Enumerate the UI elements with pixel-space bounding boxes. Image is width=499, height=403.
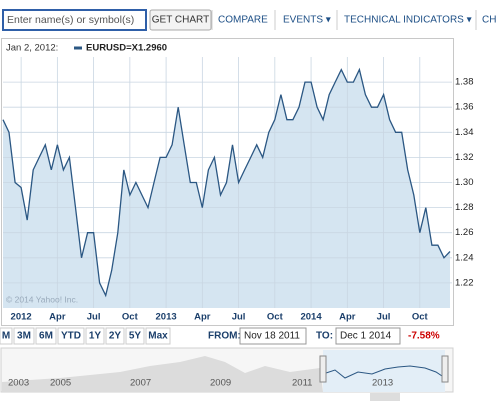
range-label: YTD [61,331,81,342]
x-tick-label: Oct [122,312,139,323]
scroll-grip[interactable] [370,393,400,401]
from-input[interactable] [239,327,307,345]
navigator-handle[interactable] [441,355,449,383]
menu-events[interactable]: EVENTS ▾ [283,15,331,26]
legend-swatch [74,46,82,50]
y-tick-label: 1.26 [455,227,474,238]
navigator-years: 2003 2005 2007 2009 2011 2013 [8,378,393,389]
navigator-window[interactable] [323,350,445,392]
range-button[interactable] [125,327,145,345]
x-tick-label: 2013 [156,312,177,323]
x-tick-label: Jul [377,312,391,323]
x-tick-label: 2014 [300,312,322,323]
y-tick-label: 1.34 [455,127,474,138]
y-tick-label: 1.30 [455,177,474,188]
y-tick-label: 1.32 [455,152,474,163]
from-label: FROM: [208,331,241,342]
menu-indicators[interactable]: TECHNICAL INDICATORS ▾ [344,15,472,26]
x-tick-label: Jul [232,312,246,323]
x-tick-label: Apr [194,312,211,323]
range-label: 3M [17,331,31,342]
navigator-year: 2011 [292,378,312,389]
range-label: 2Y [109,331,122,342]
navigator-year: 2007 [130,378,151,389]
get-chart-label: GET CHART [152,15,209,26]
range-button[interactable] [13,327,35,345]
to-input[interactable] [335,327,401,345]
search-box[interactable] [2,9,147,31]
menu-ch[interactable]: CH [482,15,496,26]
range-button[interactable] [145,327,171,345]
legend-bar [2,40,453,56]
area [3,69,450,308]
menu-compare[interactable]: COMPARE [218,15,268,26]
navigator-area [2,356,323,392]
range-button[interactable] [85,327,105,345]
range-button[interactable] [0,327,13,345]
range-button[interactable] [35,327,57,345]
get-chart-button[interactable] [149,9,212,31]
price-line [2,67,451,298]
copyright: © 2014 Yahoo! Inc. [6,294,78,304]
x-tick-label: Apr [339,312,356,323]
range-label: Max [148,331,168,342]
navigator-year: 2003 [8,378,29,389]
x-tick-label: Oct [267,312,284,323]
x-tick-label: Oct [412,312,429,323]
y-tick-label: 1.28 [455,202,474,213]
range-button[interactable] [105,327,125,345]
x-tick-label: Jul [87,312,101,323]
y-tick-label: 1.22 [455,277,474,288]
x-tick-label: 2012 [11,312,32,323]
navigator-year: 2009 [210,378,231,389]
navigator-line [322,365,446,379]
to-label: TO: [316,331,333,342]
to-value: Dec 1 2014 [340,331,392,342]
from-value: Nov 18 2011 [244,331,300,342]
range-label: 5Y [129,331,142,342]
x-tick-label: Apr [49,312,66,323]
range-label: 1Y [89,331,102,342]
range-buttons: M 3M 6M YTD 1Y 2Y 5Y Max [0,327,171,345]
y-tick-label: 1.24 [455,252,474,263]
range-button[interactable] [57,327,85,345]
y-tick-label: 1.36 [455,102,474,113]
range-label: M [2,331,10,342]
change: -7.58% [408,331,440,342]
search-placeholder: Enter name(s) or symbol(s) [7,14,134,26]
legend-value: 1.2960 [138,43,167,54]
navigator-year: 2005 [50,378,71,389]
legend-date: Jan 2, 2012: [6,43,58,54]
navigator-year: 2013 [372,378,393,389]
plot: 1.22 1.24 1.26 1.28 1.30 1.32 1.34 1.36 1.38 2012… [2,57,474,323]
range-label: 6M [39,331,53,342]
y-tick-label: 1.38 [455,77,474,88]
navigator-handle[interactable] [319,355,327,383]
legend-series: EURUSD=X [86,43,139,54]
